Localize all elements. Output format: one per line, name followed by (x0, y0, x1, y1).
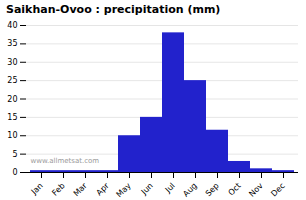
svg-text:20: 20 (7, 95, 17, 104)
svg-text:25: 25 (7, 76, 17, 85)
svg-text:10: 10 (7, 131, 17, 140)
svg-text:Apr: Apr (95, 181, 112, 198)
svg-text:May: May (115, 181, 133, 199)
svg-text:Jan: Jan (29, 181, 45, 197)
svg-text:Nov: Nov (247, 181, 265, 199)
svg-text:Sep: Sep (204, 181, 221, 198)
svg-text:Jun: Jun (139, 181, 155, 197)
svg-text:www.allmetsat.com: www.allmetsat.com (31, 157, 100, 165)
svg-text:35: 35 (7, 39, 17, 48)
html-text:Saikhan-Ovoo : precipitation (: Saikhan-Ovoo : precipitation (mm) (6, 3, 221, 16)
svg-text:Dec: Dec (269, 181, 286, 198)
svg-text:Oct: Oct (227, 181, 243, 197)
svg-text:15: 15 (7, 113, 17, 122)
svg-text:Feb: Feb (50, 181, 66, 197)
svg-text:Aug: Aug (181, 181, 198, 198)
svg-text:5: 5 (12, 150, 17, 159)
svg-text:30: 30 (7, 58, 17, 67)
svg-text:Jul: Jul (163, 181, 177, 195)
svg-text:40: 40 (7, 21, 17, 30)
svg-text:Mar: Mar (72, 181, 90, 199)
svg-text:0: 0 (12, 168, 17, 177)
